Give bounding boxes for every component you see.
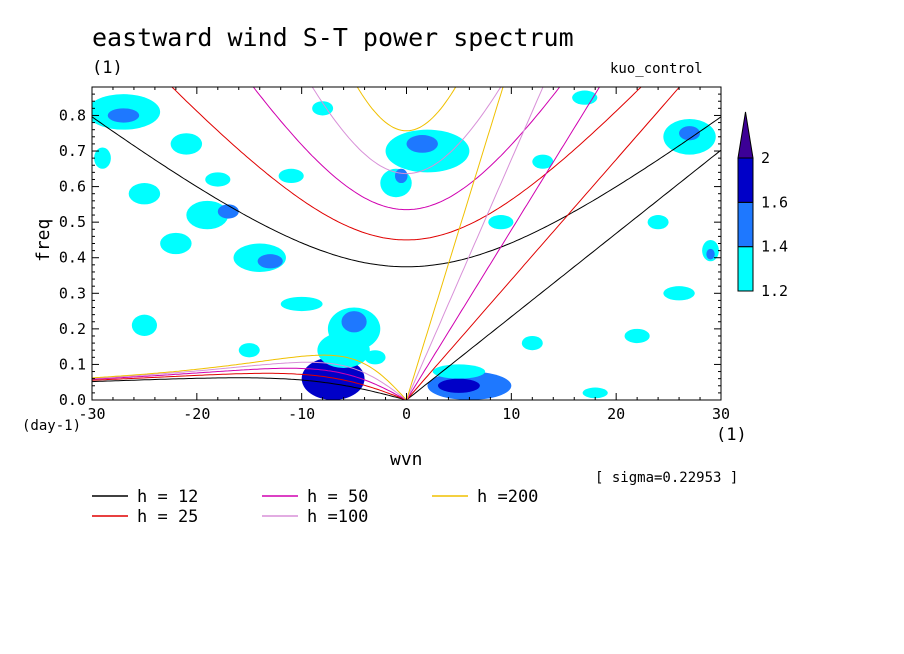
chart-title: eastward wind S-T power spectrum xyxy=(92,23,574,52)
contour-blob xyxy=(278,168,304,184)
contour-blob xyxy=(238,343,260,358)
dispersion-curve-layer xyxy=(92,87,721,400)
contour-blob xyxy=(432,364,486,379)
curve-h12-gravity xyxy=(92,116,721,268)
colorbar-label: 1.6 xyxy=(761,193,788,211)
title-units: (1) xyxy=(92,58,123,78)
case-label: kuo_control xyxy=(610,61,703,77)
y-tick-label: 0.5 xyxy=(59,213,86,231)
y-tick-label: 0.4 xyxy=(59,249,86,267)
contour-blob xyxy=(170,133,203,155)
y-axis-units: (day-1) xyxy=(22,418,81,434)
colorbar-label: 1.4 xyxy=(761,238,788,256)
contour-blob xyxy=(572,90,598,105)
contour-blob xyxy=(341,311,367,333)
curve-h50-gravity xyxy=(252,87,561,211)
y-tick-label: 0.6 xyxy=(59,178,86,196)
legend-label-h200: h =200 xyxy=(477,487,538,507)
contour-blob xyxy=(394,168,408,184)
legend-label-h12: h = 12 xyxy=(137,487,198,507)
curve-h50-rossby xyxy=(92,367,407,400)
colorbar-swatch xyxy=(737,246,754,292)
legend: h = 12h = 25 h = 50h =100 h =200 xyxy=(92,487,538,527)
contour-blob xyxy=(131,314,157,336)
curve-h50-kelvin xyxy=(406,87,601,400)
legend-label-h100: h =100 xyxy=(307,507,368,527)
y-tick-label: 0.0 xyxy=(59,391,86,409)
contour-blob xyxy=(406,135,438,153)
curve-h100-kelvin xyxy=(406,87,544,400)
contour-blob xyxy=(364,350,386,365)
contour-blob xyxy=(488,215,514,230)
sigma-label: [ sigma=0.22953 ] xyxy=(595,470,738,486)
x-tick-label: 0 xyxy=(402,405,411,423)
y-tick-label: 0.8 xyxy=(59,106,86,124)
contour-blob xyxy=(205,172,231,187)
contour-blob xyxy=(217,204,239,219)
contour-blob xyxy=(128,183,161,205)
x-axis-label: wvn xyxy=(390,449,423,470)
curve-h200-rossby xyxy=(92,354,407,400)
colorbar-label: 2 xyxy=(761,149,770,167)
curve-h25-rossby xyxy=(92,372,407,400)
contour-blob xyxy=(647,215,669,230)
x-tick-label: -20 xyxy=(183,405,210,423)
curve-h25-kelvin xyxy=(406,87,681,400)
y-tick-label: 0.7 xyxy=(59,142,86,160)
contour-blob xyxy=(94,147,111,169)
x-tick-label: -30 xyxy=(78,405,105,423)
contour-blob xyxy=(582,387,608,399)
curve-h200-gravity xyxy=(356,87,457,132)
axis-ticks: -30 -20 -10 0 10 20 30 0.0 0.1 0.2 0.3 0.4 0.5 0.6 0.7… xyxy=(59,87,730,423)
contour-blob xyxy=(280,296,323,312)
x-tick-label: 10 xyxy=(502,405,520,423)
contour-blob xyxy=(706,248,715,260)
y-axis-label: freq xyxy=(33,219,54,262)
curve-h100-rossby xyxy=(92,361,407,400)
contour-blob xyxy=(624,328,650,344)
x-tick-label: 30 xyxy=(712,405,730,423)
colorbar-swatch xyxy=(737,157,754,203)
contour-blob xyxy=(532,154,554,169)
curve-h25-gravity xyxy=(171,87,642,241)
y-tick-label: 0.3 xyxy=(59,284,86,302)
contour-blob xyxy=(257,254,283,269)
contour-blob xyxy=(160,232,192,255)
x-axis-units: (1) xyxy=(716,425,747,445)
contour-fill-layer xyxy=(92,90,719,400)
contour-blob xyxy=(437,378,480,393)
x-tick-label: -10 xyxy=(288,405,315,423)
contour-blob xyxy=(312,101,334,116)
colorbar-label: 1.2 xyxy=(761,282,788,300)
y-tick-label: 0.1 xyxy=(59,355,86,373)
contour-blob xyxy=(301,357,365,400)
legend-label-h25: h = 25 xyxy=(137,507,198,527)
legend-label-h50: h = 50 xyxy=(307,487,368,507)
curve-h12-rossby xyxy=(92,377,407,400)
curve-h200-kelvin xyxy=(406,87,504,400)
contour-blob xyxy=(521,335,543,351)
colorbar: 1.2 1.4 1.6 2 xyxy=(737,111,788,300)
contour-blob xyxy=(679,126,701,141)
colorbar-extend-arrow xyxy=(737,111,754,159)
curve-h100-gravity xyxy=(311,87,502,175)
x-tick-label: 20 xyxy=(607,405,625,423)
contour-blob xyxy=(107,108,140,123)
contour-blob xyxy=(186,200,229,230)
y-tick-label: 0.2 xyxy=(59,320,86,338)
colorbar-swatch xyxy=(737,201,754,248)
curve-h12-kelvin xyxy=(406,149,721,400)
contour-blob xyxy=(663,286,695,301)
